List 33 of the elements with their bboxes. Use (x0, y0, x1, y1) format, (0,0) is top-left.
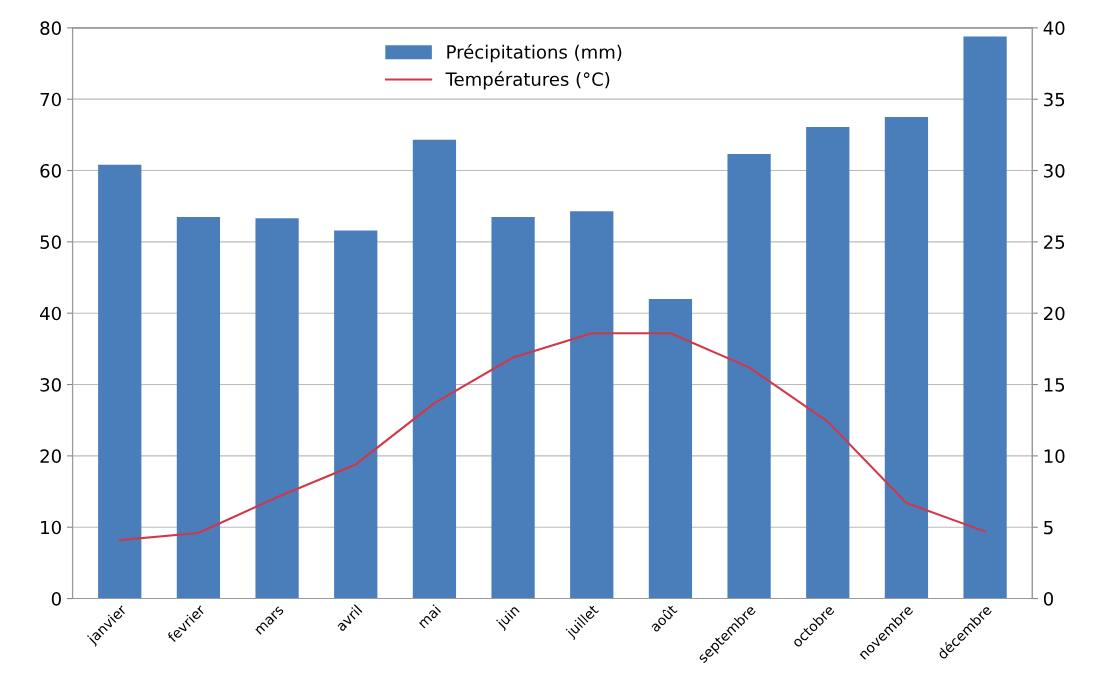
y-tick-label: 60 (40, 163, 61, 178)
bar (963, 36, 1007, 599)
bar (255, 218, 299, 599)
y2-tick-label: 25 (1044, 235, 1065, 249)
bar (412, 139, 457, 599)
y-tick-label: 80 (40, 21, 61, 35)
y-tick-label: 30 (40, 378, 61, 392)
bar (176, 216, 221, 599)
y2-tick-label: 0 (1043, 592, 1054, 606)
bar (727, 154, 771, 599)
bar (648, 298, 693, 599)
y2-tick-label: 15 (1044, 378, 1065, 392)
line-series (118, 332, 987, 542)
bar (884, 117, 929, 599)
y-tick-label: 10 (41, 520, 61, 535)
bar (570, 211, 614, 599)
y2-tick-label: 30 (1044, 163, 1065, 178)
y-tick-label: 0 (51, 592, 61, 606)
y-tick-label: 40 (40, 306, 61, 321)
y2-tick-label: 5 (1044, 520, 1053, 535)
y-tick-label: 70 (40, 92, 61, 107)
y2-tick-label: 35 (1044, 92, 1065, 107)
legend-label: Précipitations (mm) (447, 44, 622, 63)
bar (98, 164, 142, 599)
y2-tick-label: 10 (1044, 449, 1065, 463)
y-tick-label: 20 (40, 449, 61, 463)
y2-tick-label: 40 (1043, 21, 1065, 35)
bar (806, 127, 850, 599)
bar (334, 230, 378, 599)
bar (491, 216, 535, 599)
legend-label: Températures (°C) (445, 71, 610, 90)
y-tick-label: 50 (40, 235, 61, 249)
y2-tick-label: 20 (1044, 306, 1065, 321)
